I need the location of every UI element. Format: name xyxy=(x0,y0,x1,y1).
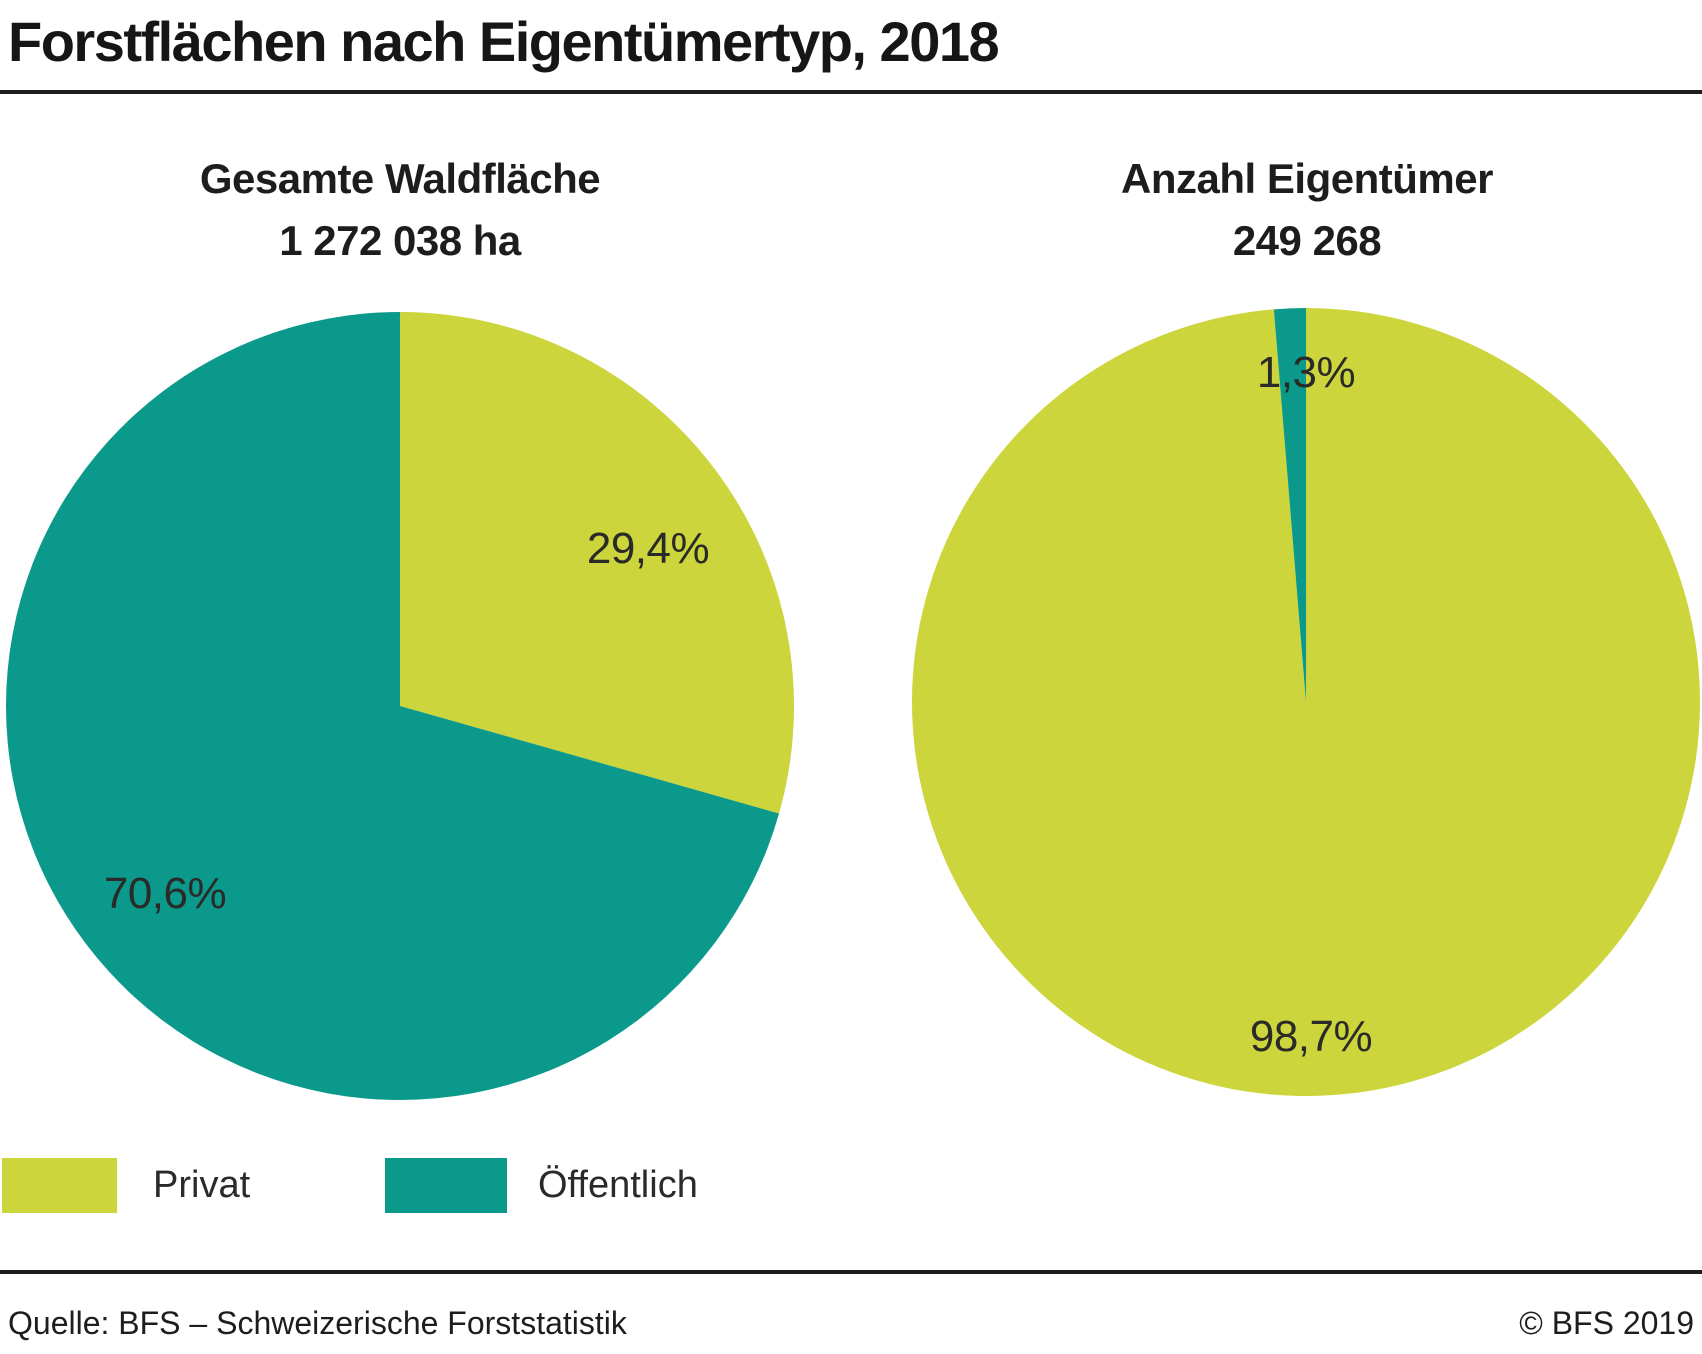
pie-slice-privat xyxy=(400,312,794,814)
pie-label-waldflaeche-privat: 29,4% xyxy=(586,524,710,573)
chart-title-block-waldflaeche: Gesamte Waldfläche 1 272 038 ha xyxy=(0,148,800,272)
legend-swatch-oeffentlich xyxy=(385,1158,507,1213)
pie-chart-eigentuemer xyxy=(912,308,1700,1096)
chart-title-eigentuemer: Anzahl Eigentümer xyxy=(1121,155,1493,202)
page-title: Forstflächen nach Eigentümertyp, 2018 xyxy=(8,10,1000,73)
pie-label-eigentuemer-privat: 98,7% xyxy=(1249,1012,1373,1061)
legend-label-privat: Privat xyxy=(153,1164,251,1206)
copyright-text: © BFS 2019 xyxy=(1519,1305,1694,1341)
chart-total-waldflaeche: 1 272 038 ha xyxy=(279,217,521,264)
footer-divider-line xyxy=(0,1270,1702,1274)
legend-label-oeffentlich: Öffentlich xyxy=(538,1164,698,1206)
title-divider-line xyxy=(0,90,1702,94)
pie-label-waldflaeche-oeffentlich: 70,6% xyxy=(103,869,227,918)
chart-title-block-eigentuemer: Anzahl Eigentümer 249 268 xyxy=(907,148,1702,272)
pie-slice-oeffentlich xyxy=(1273,308,1306,702)
source-text: Quelle: BFS – Schweizerische Forststatis… xyxy=(8,1305,627,1341)
pie-chart-waldflaeche xyxy=(6,312,794,1100)
pie-slice-oeffentlich xyxy=(6,312,780,1100)
legend-swatch-privat xyxy=(2,1158,117,1213)
chart-title-waldflaeche: Gesamte Waldfläche xyxy=(199,155,601,202)
chart-total-eigentuemer: 249 268 xyxy=(1232,217,1382,264)
pie-label-eigentuemer-oeffentlich: 1,3% xyxy=(1256,348,1356,397)
